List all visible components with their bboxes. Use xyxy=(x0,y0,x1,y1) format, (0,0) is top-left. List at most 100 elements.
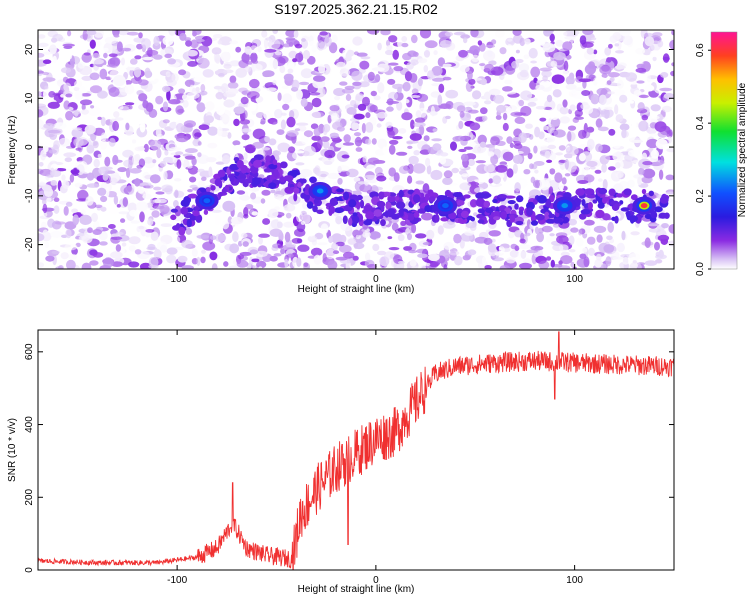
spectrogram-cell xyxy=(643,32,654,38)
spectrogram-cell xyxy=(313,254,322,265)
spectrogram-cell xyxy=(378,191,385,200)
spectrogram-cell xyxy=(550,259,555,268)
spectrogram-cell xyxy=(377,250,387,256)
spectrogram-cell xyxy=(312,205,318,213)
spectrogram-cell xyxy=(553,217,563,224)
spectrogram-cell xyxy=(143,143,149,153)
spectrogram-cell xyxy=(166,247,178,255)
spectrogram-cell xyxy=(319,31,329,36)
spectrogram-cell xyxy=(250,192,257,200)
spectrogram-cell xyxy=(108,87,120,97)
spectrogram-cell xyxy=(546,218,555,224)
spectrogram-cell xyxy=(104,36,118,45)
spectrogram-cell xyxy=(297,181,302,188)
spectrogram-cell xyxy=(498,246,505,254)
spectrogram-cell xyxy=(519,69,529,78)
spectrogram-cell xyxy=(416,248,428,254)
spectrogram-cell xyxy=(227,216,233,225)
spectrogram-cell xyxy=(220,51,231,62)
spectrogram-cell xyxy=(149,139,162,151)
spectrogram-cell xyxy=(83,52,91,56)
spectrogram-cell xyxy=(558,265,571,269)
spectrogram-cell xyxy=(65,110,74,121)
spectrogram-cell xyxy=(171,73,179,82)
spectrogram-cell xyxy=(661,223,669,229)
spectrogram-cell xyxy=(135,201,149,212)
spectrogram-cell xyxy=(246,91,260,100)
spectrogram-cell xyxy=(467,249,477,256)
spectrogram-cell xyxy=(263,168,273,173)
spectrogram-cell xyxy=(130,58,138,65)
spectrogram-cell xyxy=(463,101,476,106)
spectrogram-cell xyxy=(264,48,277,53)
spectrogram-cell xyxy=(437,94,443,106)
x-tick-label: -100 xyxy=(167,575,187,586)
spectrogram-cell xyxy=(74,90,83,101)
spectrogram-cell xyxy=(144,67,151,79)
spectrogram-cell xyxy=(153,248,162,260)
spectrogram-cell xyxy=(428,253,440,262)
spectrogram-cell xyxy=(406,140,419,144)
spectrogram-cell xyxy=(607,221,614,233)
spectrogram-cell xyxy=(656,160,665,165)
spectrogram-cell xyxy=(382,191,391,197)
spectrogram-cell xyxy=(322,252,327,262)
spectrogram-cell xyxy=(256,260,267,269)
spectrogram-cell xyxy=(553,51,566,61)
spectrogram-cell xyxy=(580,103,590,110)
spectrogram-cell xyxy=(142,193,152,200)
spectrogram-cell xyxy=(519,238,526,244)
spectrogram-cell xyxy=(573,30,580,35)
spectrogram-cell xyxy=(116,204,121,208)
spectrogram-cell xyxy=(221,220,230,230)
spectrogram-cell xyxy=(117,167,127,173)
spectrogram-cell xyxy=(67,30,72,37)
spectrogram-cell xyxy=(344,85,355,90)
spectrogram-cell xyxy=(343,251,355,259)
spectrogram-cell xyxy=(235,67,247,78)
spectrogram-cell xyxy=(118,104,124,110)
spectrogram-cell xyxy=(351,215,360,225)
spectrogram-cell xyxy=(527,152,533,160)
spectrogram-cell xyxy=(497,194,508,199)
spectrogram-cell xyxy=(176,135,189,143)
spectrogram-cell xyxy=(576,237,584,247)
spectrogram-cell xyxy=(292,58,298,63)
spectrogram-cell xyxy=(229,75,237,84)
spectrogram-cell xyxy=(175,236,181,244)
spectrogram-cell xyxy=(71,128,84,138)
spectrogram-cell xyxy=(581,198,586,207)
spectrogram-cell xyxy=(488,145,496,154)
spectrogram-cell xyxy=(630,194,638,201)
spectrogram-cell xyxy=(453,233,462,244)
spectrogram-cell xyxy=(507,38,513,42)
spectrogram-cell xyxy=(596,234,603,243)
spectrogram-cell xyxy=(124,80,132,85)
spectrogram-cell xyxy=(343,191,350,201)
spectrogram-cell xyxy=(138,225,145,230)
spectrogram-cell xyxy=(211,47,222,55)
spectrogram-cell xyxy=(195,214,203,223)
spectrogram-cell xyxy=(211,263,218,269)
spectrogram-cell xyxy=(157,133,163,138)
spectrogram-cell xyxy=(265,155,271,163)
spectrogram-cell xyxy=(284,258,289,268)
spectrogram-cell xyxy=(392,49,400,60)
spectrogram-cell xyxy=(487,50,493,58)
spectrogram-cell xyxy=(534,169,539,174)
spectrogram-cell xyxy=(244,66,252,73)
spectrogram-cell xyxy=(134,55,142,60)
spectrogram-cell xyxy=(670,70,674,77)
spectrogram-cell xyxy=(122,197,128,207)
spectrogram-cell xyxy=(605,155,611,162)
spectrogram-cell xyxy=(44,85,49,90)
spectrogram-cell xyxy=(61,174,66,181)
spectrogram-cell xyxy=(353,177,361,183)
spectrogram-cell xyxy=(60,252,69,260)
spectrogram-cell xyxy=(473,212,478,217)
spectrogram-cell xyxy=(237,178,247,184)
spectrogram-cell xyxy=(530,60,537,64)
spectrogram-cell xyxy=(537,195,547,204)
spectrogram-cell xyxy=(414,117,426,123)
